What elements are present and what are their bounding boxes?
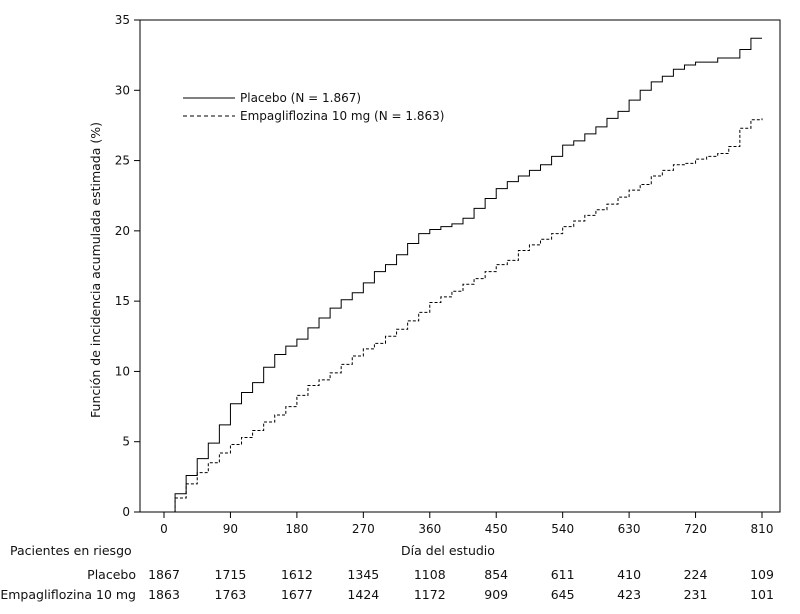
- y-tick-label: 35: [115, 13, 130, 27]
- legend-label-placebo: Placebo (N = 1.867): [240, 91, 361, 105]
- y-tick-label: 15: [115, 294, 130, 308]
- y-tick-label: 10: [115, 364, 130, 378]
- risk-cell: 231: [683, 587, 708, 602]
- y-tick-label: 30: [115, 83, 130, 97]
- series-line-placebo: [164, 37, 762, 513]
- risk-table-heading: Pacientes en riesgo: [10, 543, 132, 558]
- risk-cell: 645: [550, 587, 575, 602]
- series-line-empagliflozina: [164, 118, 763, 513]
- risk-cell: 224: [683, 567, 708, 582]
- risk-cell: 1172: [413, 587, 446, 602]
- risk-cell: 101: [750, 587, 774, 602]
- risk-cell: 1677: [280, 587, 313, 602]
- risk-cell: 611: [550, 567, 575, 582]
- y-tick-label: 20: [115, 224, 130, 238]
- x-tick-label: 540: [551, 522, 574, 536]
- risk-cell: 109: [750, 567, 774, 582]
- risk-cell: 423: [617, 587, 642, 602]
- risk-row-label: Empagliflozina 10 mg: [0, 587, 136, 602]
- risk-cell: 1763: [214, 587, 247, 602]
- risk-cell: 410: [617, 567, 642, 582]
- risk-cell: 1345: [347, 567, 380, 582]
- risk-cell: 1612: [280, 567, 313, 582]
- x-axis-title: Día del estudio: [401, 543, 495, 558]
- x-tick-label: 450: [485, 522, 508, 536]
- risk-cell: 909: [484, 587, 509, 602]
- legend-label-empagliflozina: Empagliflozina 10 mg (N = 1.863): [240, 109, 444, 123]
- x-tick-label: 180: [285, 522, 308, 536]
- risk-cell: 1863: [148, 587, 180, 602]
- plot-frame: [139, 19, 781, 513]
- y-axis-title: Función de incidencia acumulada estimada…: [88, 122, 103, 418]
- x-tick-label: 0: [160, 522, 168, 536]
- risk-cell: 1867: [148, 567, 180, 582]
- risk-cell: 1108: [413, 567, 446, 582]
- x-tick-label: 720: [684, 522, 707, 536]
- risk-cell: 1424: [347, 587, 380, 602]
- y-tick-label: 5: [122, 435, 130, 449]
- risk-cell: 854: [484, 567, 509, 582]
- risk-row-label: Placebo: [87, 567, 136, 582]
- x-tick-label: 90: [223, 522, 238, 536]
- x-tick-label: 360: [418, 522, 441, 536]
- x-tick-label: 270: [352, 522, 375, 536]
- y-tick-label: 0: [122, 505, 130, 519]
- risk-cell: 1715: [214, 567, 247, 582]
- x-tick-label: 810: [751, 522, 774, 536]
- y-tick-label: 25: [115, 154, 130, 168]
- legend: Placebo (N = 1.867) Empagliflozina 10 mg…: [183, 91, 444, 123]
- x-tick-label: 630: [618, 522, 641, 536]
